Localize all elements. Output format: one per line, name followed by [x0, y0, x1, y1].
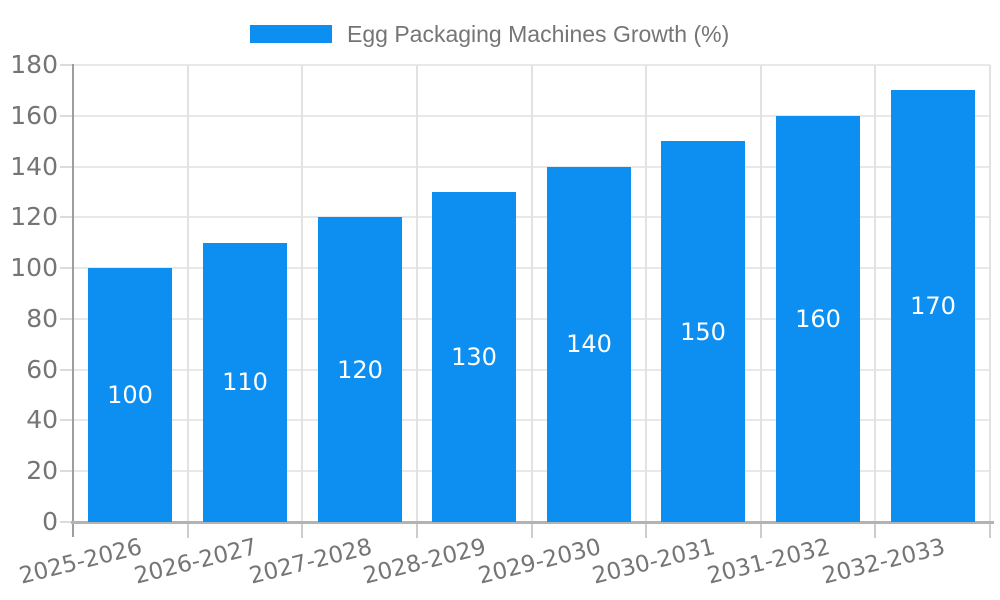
x-axis-label: 2030-2031	[589, 534, 718, 590]
legend-label: Egg Packaging Machines Growth (%)	[347, 20, 730, 47]
bar-2028-2029[interactable]	[432, 192, 516, 522]
y-tick	[60, 369, 72, 371]
bar-value-label: 120	[337, 356, 383, 384]
y-axis-label: 40	[26, 405, 58, 434]
y-axis-label: 100	[10, 253, 58, 282]
x-axis-label: 2028-2029	[360, 534, 489, 590]
x-gridline	[760, 65, 762, 522]
x-tick	[187, 524, 189, 538]
bar-2030-2031[interactable]	[661, 141, 745, 522]
bar-2025-2026[interactable]	[88, 268, 172, 522]
y-tick	[60, 216, 72, 218]
x-tick	[645, 524, 647, 538]
bar-2032-2033[interactable]	[891, 90, 975, 522]
bar-2031-2032[interactable]	[776, 116, 860, 522]
y-axis-label: 60	[26, 355, 58, 384]
x-axis-label: 2025-2026	[16, 534, 145, 590]
y-axis-label: 0	[42, 507, 58, 536]
x-tick	[760, 524, 762, 538]
y-axis-label: 20	[26, 456, 58, 485]
bar-value-label: 160	[795, 305, 841, 333]
y-axis-label: 120	[10, 202, 58, 231]
y-axis-label: 180	[10, 50, 58, 79]
y-tick	[60, 115, 72, 117]
y-tick	[60, 267, 72, 269]
x-axis-label: 2027-2028	[246, 534, 375, 590]
bar-2026-2027[interactable]	[203, 243, 287, 522]
x-gridline	[301, 65, 303, 522]
y-axis-label: 160	[10, 101, 58, 130]
y-axis-label: 80	[26, 304, 58, 333]
x-gridline	[187, 65, 189, 522]
x-gridline	[874, 65, 876, 522]
bar-value-label: 110	[222, 368, 268, 396]
x-gridline	[645, 65, 647, 522]
y-tick	[60, 470, 72, 472]
bar-value-label: 100	[107, 381, 153, 409]
x-axis-baseline	[71, 521, 994, 524]
bar-value-label: 170	[910, 292, 956, 320]
y-axis-label: 140	[10, 152, 58, 181]
y-tick	[60, 419, 72, 421]
x-axis-label: 2026-2027	[131, 534, 260, 590]
x-axis-label: 2031-2032	[704, 534, 833, 590]
x-gridline	[531, 65, 533, 522]
y-tick	[60, 521, 72, 523]
bar-value-label: 150	[680, 318, 726, 346]
legend-swatch	[250, 25, 332, 43]
x-tick	[874, 524, 876, 538]
legend[interactable]: Egg Packaging Machines Growth (%)	[250, 18, 729, 50]
x-tick	[989, 524, 991, 538]
x-axis-label: 2029-2030	[475, 534, 604, 590]
y-tick	[60, 318, 72, 320]
y-tick	[60, 64, 72, 66]
bar-value-label: 130	[451, 343, 497, 371]
x-gridline	[416, 65, 418, 522]
y-axis-line	[72, 64, 74, 537]
x-gridline	[989, 65, 991, 522]
x-axis-label: 2032-2033	[819, 534, 948, 590]
bar-2029-2030[interactable]	[547, 167, 631, 522]
bar-value-label: 140	[566, 330, 612, 358]
y-tick	[60, 166, 72, 168]
x-tick	[301, 524, 303, 538]
bar-2027-2028[interactable]	[318, 217, 402, 522]
x-tick	[416, 524, 418, 538]
x-tick	[531, 524, 533, 538]
